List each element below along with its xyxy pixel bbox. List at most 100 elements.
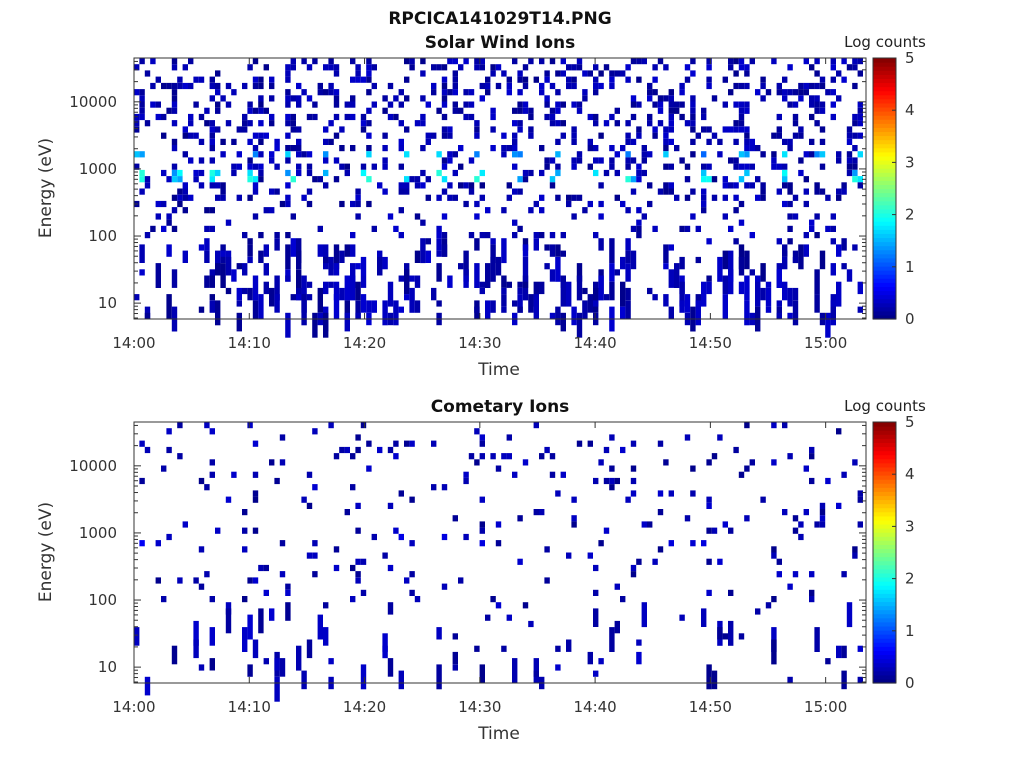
- heatmap-cell: [809, 138, 815, 145]
- heatmap-cell: [306, 281, 313, 288]
- heatmap-cell: [317, 82, 323, 90]
- heatmap-cell: [387, 658, 394, 677]
- heatmap-cell: [501, 238, 507, 264]
- heatmap-cell: [436, 250, 442, 257]
- colorbar-step: [873, 503, 896, 509]
- colorbar-step: [873, 466, 896, 472]
- heatmap-cell: [193, 132, 199, 139]
- heatmap-cell: [571, 213, 577, 220]
- colorbar-step: [873, 499, 896, 505]
- heatmap-cell: [690, 138, 696, 145]
- heatmap-cell: [350, 484, 356, 491]
- heatmap-cell: [274, 145, 280, 152]
- heatmap-cell: [625, 176, 631, 183]
- colorbar-step: [873, 111, 896, 116]
- heatmap-cell: [857, 132, 863, 139]
- heatmap-cell: [171, 176, 178, 183]
- heatmap-cell: [209, 207, 215, 214]
- heatmap-cell: [668, 188, 674, 195]
- heatmap-cell: [215, 126, 221, 133]
- colorbar-step: [873, 560, 896, 566]
- heatmap-cell: [690, 120, 696, 127]
- heatmap-cell: [749, 182, 755, 189]
- heatmap-cell: [819, 521, 826, 528]
- heatmap-cell: [765, 602, 772, 609]
- heatmap-cell: [301, 496, 307, 503]
- heatmap-cell: [204, 207, 210, 214]
- heatmap-cell: [328, 256, 334, 276]
- heatmap-cell: [549, 244, 556, 257]
- heatmap-cell: [247, 577, 253, 584]
- heatmap-cell: [560, 120, 566, 127]
- heatmap-cell: [198, 306, 205, 313]
- heatmap-cell: [566, 194, 572, 201]
- heatmap-cell: [636, 651, 642, 665]
- heatmap-cell: [161, 132, 167, 139]
- colorbar-step: [873, 430, 896, 435]
- heatmap-cell: [679, 157, 685, 164]
- x-tick-label: 14:40: [573, 698, 616, 716]
- heatmap-cell: [371, 163, 377, 170]
- heatmap-cell: [339, 446, 345, 454]
- heatmap-cell: [841, 263, 847, 270]
- heatmap-cell: [398, 232, 404, 239]
- heatmap-cell: [501, 70, 507, 77]
- heatmap-cell: [830, 58, 836, 65]
- heatmap-cell: [441, 126, 448, 133]
- heatmap-cell: [571, 138, 577, 145]
- heatmap-cell: [792, 194, 799, 201]
- heatmap-cell: [528, 113, 534, 121]
- colorbar-step: [873, 159, 896, 165]
- heatmap-cell: [366, 176, 372, 183]
- heatmap-cell: [765, 89, 772, 96]
- heatmap-cell: [760, 76, 766, 83]
- heatmap-cell: [787, 89, 793, 96]
- heatmap-cell: [495, 540, 502, 547]
- heatmap-cell: [155, 213, 161, 220]
- heatmap-cell: [447, 182, 453, 189]
- heatmap-cell: [798, 126, 804, 133]
- heatmap-cell: [625, 64, 631, 71]
- colorbar-step: [873, 164, 896, 169]
- heatmap-cell: [485, 82, 491, 90]
- heatmap-cell: [728, 620, 734, 646]
- heatmap-cell: [830, 306, 836, 319]
- heatmap-cell: [215, 194, 221, 201]
- heatmap-cell: [139, 58, 145, 65]
- heatmap-cell: [571, 76, 577, 83]
- heatmap-cell: [787, 238, 793, 245]
- heatmap-cell: [641, 145, 647, 152]
- heatmap-cell: [701, 194, 707, 201]
- heatmap-cell: [852, 157, 858, 164]
- heatmap-cell: [630, 188, 637, 195]
- heatmap-cell: [458, 577, 464, 584]
- heatmap-cell: [625, 132, 631, 139]
- heatmap-cell: [690, 58, 696, 65]
- heatmap-cell: [544, 263, 550, 270]
- heatmap-cell: [663, 294, 669, 307]
- heatmap-cell: [290, 176, 296, 183]
- heatmap-cell: [663, 126, 669, 133]
- heatmap-cell: [663, 263, 669, 270]
- heatmap-cell: [355, 194, 361, 201]
- heatmap-cell: [566, 552, 572, 559]
- heatmap-cell: [398, 490, 404, 497]
- heatmap-cell: [468, 232, 475, 239]
- heatmap-cell: [242, 113, 248, 121]
- heatmap-cell: [522, 176, 529, 183]
- heatmap-cell: [663, 182, 669, 189]
- colorbar-step: [873, 589, 896, 594]
- colorbar-step: [873, 536, 896, 541]
- heatmap-cell: [312, 101, 318, 108]
- heatmap-cell: [458, 182, 464, 189]
- heatmap-cell: [663, 188, 669, 195]
- heatmap-cell: [663, 64, 669, 71]
- heatmap-cell: [339, 200, 345, 208]
- heatmap-cell: [690, 151, 696, 158]
- heatmap-cell: [501, 306, 507, 313]
- heatmap-cell: [306, 188, 313, 195]
- heatmap-cell: [355, 558, 361, 565]
- heatmap-cell: [641, 213, 647, 220]
- heatmap-cell: [701, 540, 707, 547]
- heatmap-cell: [177, 188, 183, 195]
